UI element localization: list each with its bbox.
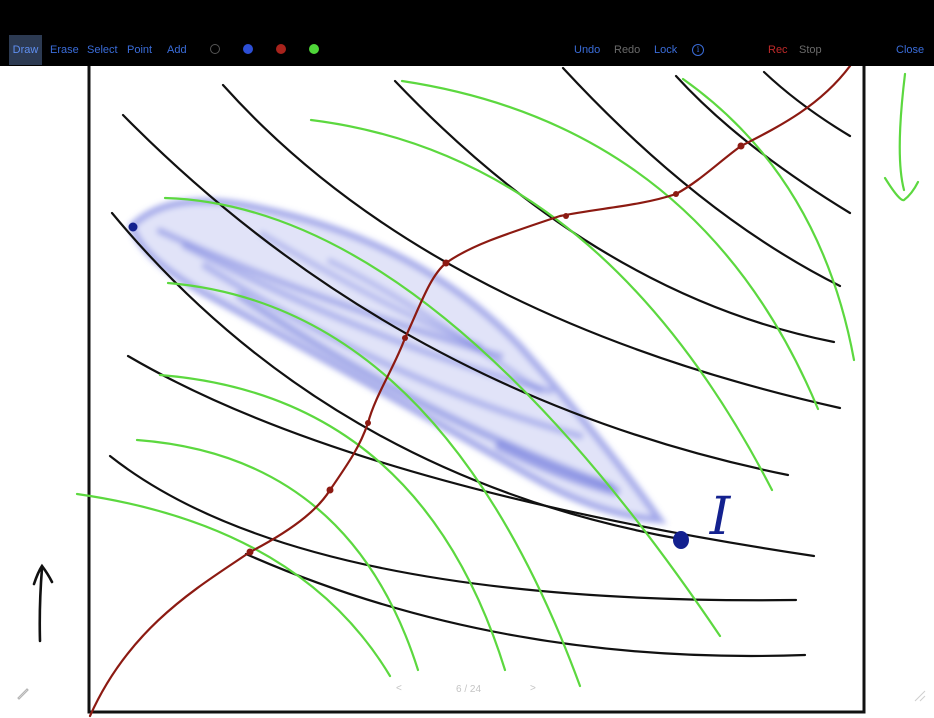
color-swatch-green[interactable]	[309, 44, 319, 54]
annotation-label-i: I	[709, 487, 732, 547]
blue-end-point	[673, 531, 689, 549]
info-icon[interactable]: i	[692, 44, 704, 56]
point-tool-button[interactable]: Point	[127, 44, 153, 56]
select-tool-button[interactable]: Select	[87, 44, 118, 56]
pen-icon[interactable]	[16, 686, 30, 700]
resize-handle-icon[interactable]	[912, 688, 926, 702]
drawing-canvas[interactable]: I	[0, 66, 934, 718]
color-swatch-blue[interactable]	[243, 44, 253, 54]
color-swatch-black[interactable]	[210, 44, 220, 54]
up-arrow-icon	[32, 563, 54, 643]
close-button[interactable]: Close	[896, 44, 925, 56]
draw-tool-button[interactable]: Draw	[9, 35, 42, 65]
next-page-button[interactable]: >	[530, 683, 536, 694]
toolbar: Draw Erase Select Point Add Undo Redo Lo…	[0, 0, 934, 66]
record-button[interactable]: Rec	[768, 44, 788, 56]
lock-button[interactable]: Lock	[654, 44, 678, 56]
blue-start-point	[128, 222, 138, 232]
undo-button[interactable]: Undo	[574, 44, 601, 56]
stop-button[interactable]: Stop	[799, 44, 822, 56]
erase-tool-button[interactable]: Erase	[50, 44, 79, 56]
red-intersection-dots	[246, 142, 745, 556]
redo-button[interactable]: Redo	[614, 44, 641, 56]
black-curves	[108, 66, 852, 658]
page-indicator: 6 / 24	[456, 684, 482, 695]
red-path	[88, 66, 852, 718]
green-curves	[75, 72, 920, 688]
previous-page-button[interactable]: <	[396, 683, 402, 694]
page-navigator: < 6 / 24 >	[390, 683, 550, 699]
color-swatch-red[interactable]	[276, 44, 286, 54]
add-tool-button[interactable]: Add	[167, 44, 187, 56]
